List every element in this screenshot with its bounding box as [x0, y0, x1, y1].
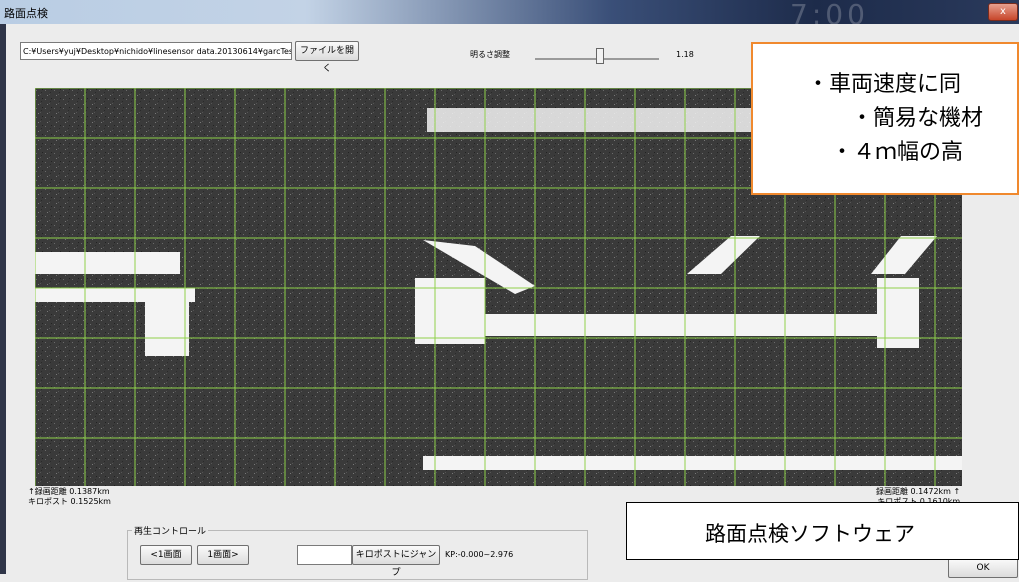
road-marking-diagonal-right	[871, 236, 937, 274]
close-button[interactable]: x	[988, 3, 1018, 21]
right-kilopost: キロポスト 0.1610km	[876, 497, 960, 507]
brightness-label: 明るさ調整	[470, 50, 510, 59]
kilopost-input[interactable]	[297, 545, 352, 565]
left-kilopost: キロポスト 0.1525km	[28, 497, 111, 506]
open-file-button[interactable]: ファイルを開く	[295, 41, 359, 74]
kilopost-range: KP:-0.000~2.976	[445, 550, 514, 559]
left-recording-distance: ↑録画距離 0.1387km	[28, 487, 110, 496]
road-marking-right-post	[877, 278, 919, 348]
title-bar: 路面点検 7:00 x	[0, 0, 1019, 31]
callout-line-1: ・車両速度に同	[807, 72, 962, 97]
ok-button[interactable]: OK	[948, 558, 1018, 578]
brightness-value: 1.18	[676, 50, 694, 59]
file-path-field[interactable]: C:¥Users¥yuj¥Desktop¥nichido¥linesensor …	[20, 42, 292, 60]
road-marking-bottom-line	[423, 456, 962, 470]
road-marking-left-post	[145, 288, 189, 356]
callout-line-3: ・４ｍ幅の高	[831, 140, 964, 165]
window-title: 路面点検	[4, 7, 48, 20]
right-position-readout: 録画距離 0.1472km ↑ キロポスト 0.1610km	[876, 487, 960, 507]
road-marking-top-band	[427, 108, 757, 132]
feature-callout: ・車両速度に同 ・簡易な機材 ・４ｍ幅の高	[751, 42, 1019, 195]
playback-control-label: 再生コントロール	[132, 524, 209, 537]
road-marking-diagonal-mid	[687, 236, 760, 274]
brightness-slider-thumb[interactable]	[596, 48, 604, 64]
desktop-edge	[0, 24, 6, 574]
road-marking-diagonal-left	[423, 240, 535, 294]
road-marking-left-bar	[35, 252, 180, 274]
caption-text: 路面点検ソフトウェア	[705, 522, 915, 546]
caption-box: 路面点検ソフトウェア	[626, 502, 1019, 560]
road-marking-center-stripe	[455, 314, 910, 336]
left-position-readout: ↑録画距離 0.1387km キロポスト 0.1525km	[28, 487, 111, 507]
next-screen-button[interactable]: 1画面>	[197, 545, 249, 565]
callout-line-2: ・簡易な機材	[851, 106, 984, 131]
right-recording-distance: 録画距離 0.1472km ↑	[876, 487, 961, 496]
jump-to-kilopost-button[interactable]: キロポストにジャンプ	[352, 545, 440, 578]
previous-screen-button[interactable]: <1画面	[140, 545, 192, 565]
